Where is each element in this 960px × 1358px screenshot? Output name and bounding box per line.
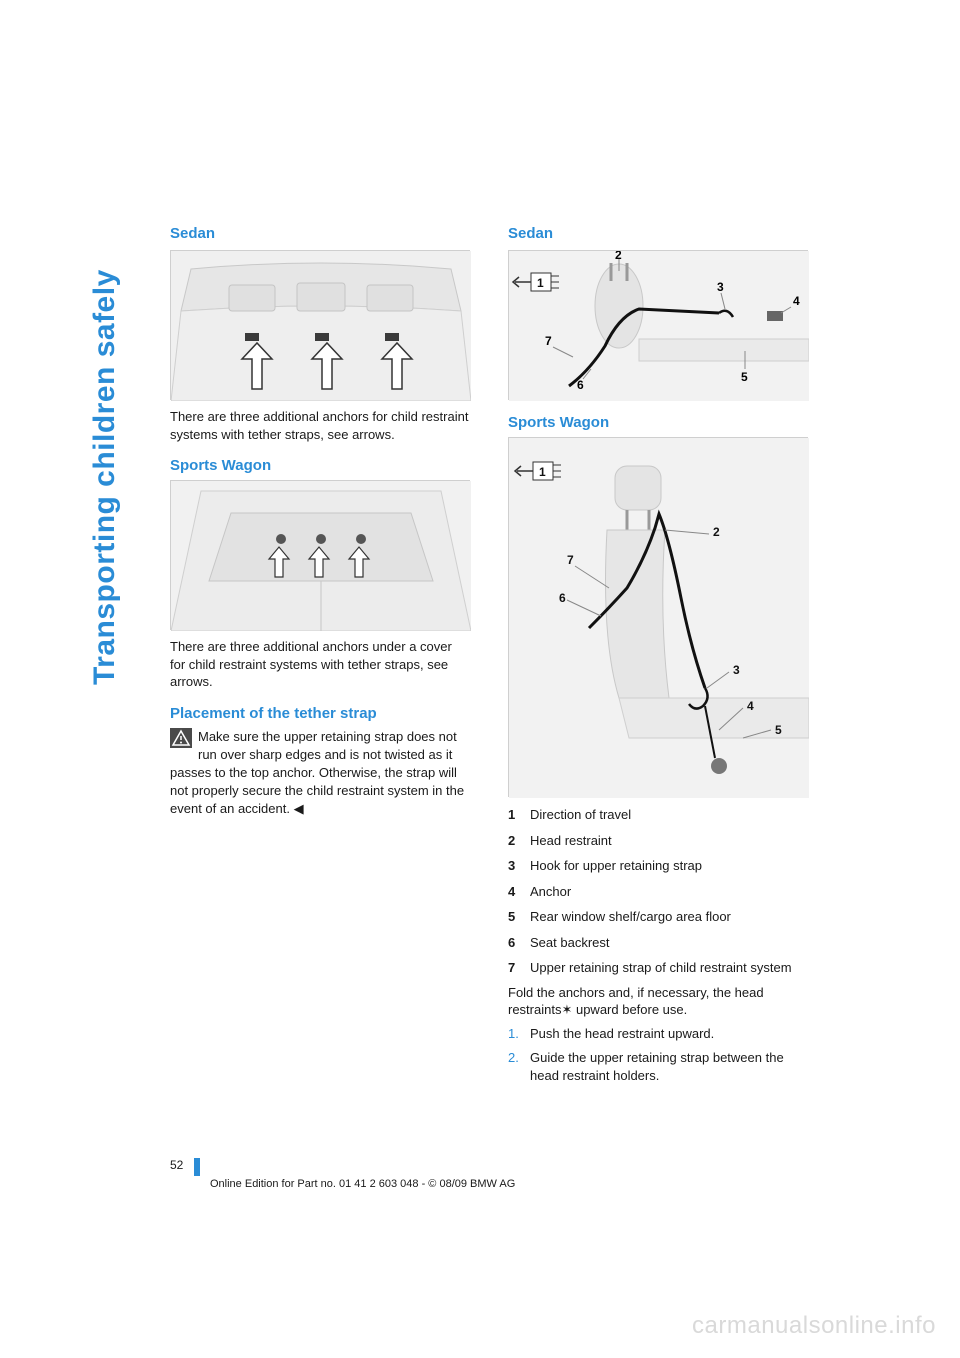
manual-page: Transporting children safely Sedan	[0, 0, 960, 1358]
legend-num: 1	[508, 805, 530, 825]
svg-text:3: 3	[733, 663, 740, 677]
svg-text:2: 2	[615, 251, 622, 262]
svg-text:2: 2	[713, 525, 720, 539]
step-num: 1.	[508, 1025, 530, 1043]
figure-sedan-anchors	[170, 250, 470, 400]
footer-copyright: Online Edition for Part no. 01 41 2 603 …	[210, 1178, 515, 1190]
legend-text: Rear window shelf/cargo area floor	[530, 907, 808, 927]
legend-text: Hook for upper retaining strap	[530, 856, 808, 876]
warning-block: Make sure the upper retaining strap does…	[170, 728, 470, 818]
svg-text:6: 6	[577, 378, 584, 392]
step-num: 2.	[508, 1049, 530, 1085]
step-item: 2.Guide the upper retaining strap betwee…	[508, 1049, 808, 1085]
figure-sedan-tether: 1 2	[508, 250, 808, 400]
legend-item: 5Rear window shelf/cargo area floor	[508, 907, 808, 927]
warning-text: Make sure the upper retaining strap does…	[170, 729, 464, 816]
page-number: 52	[170, 1158, 183, 1172]
warning-icon	[170, 728, 192, 748]
figure-wagon-anchors	[170, 480, 470, 630]
heading-sedan: Sedan	[170, 225, 470, 242]
svg-text:5: 5	[775, 723, 782, 737]
steps-list: 1.Push the head restraint upward. 2.Guid…	[508, 1025, 808, 1086]
legend-item: 4Anchor	[508, 882, 808, 902]
legend-item: 7Upper retaining strap of child restrain…	[508, 958, 808, 978]
heading-sports-wagon-right: Sports Wagon	[508, 414, 808, 431]
legend-list: 1Direction of travel 2Head restraint 3Ho…	[508, 805, 808, 978]
svg-text:1: 1	[539, 465, 546, 479]
svg-text:6: 6	[559, 591, 566, 605]
legend-item: 2Head restraint	[508, 831, 808, 851]
left-column: Sedan There are three additional ancho	[170, 225, 470, 818]
legend-num: 6	[508, 933, 530, 953]
step-item: 1.Push the head restraint upward.	[508, 1025, 808, 1043]
legend-text: Direction of travel	[530, 805, 808, 825]
sedan-tether-svg: 1 2	[509, 251, 809, 401]
legend-text: Upper retaining strap of child restraint…	[530, 958, 808, 978]
legend-text: Anchor	[530, 882, 808, 902]
heading-sports-wagon-left: Sports Wagon	[170, 457, 470, 474]
svg-text:5: 5	[741, 370, 748, 384]
step-text: Push the head restraint upward.	[530, 1025, 808, 1043]
figure-wagon-tether: 1	[508, 437, 808, 797]
caption-sedan-anchors: There are three additional anchors for c…	[170, 408, 470, 443]
legend-item: 1Direction of travel	[508, 805, 808, 825]
sedan-anchors-svg	[171, 251, 471, 401]
fold-anchors-note: Fold the anchors and, if necessary, the …	[508, 984, 808, 1019]
wagon-tether-svg: 1	[509, 438, 809, 798]
heading-tether-placement: Placement of the tether strap	[170, 705, 470, 722]
section-title-vertical: Transporting children safely	[88, 269, 122, 685]
watermark: carmanualsonline.info	[692, 1312, 936, 1340]
legend-num: 5	[508, 907, 530, 927]
legend-num: 7	[508, 958, 530, 978]
caption-wagon-anchors: There are three additional anchors under…	[170, 638, 470, 691]
heading-sedan-right: Sedan	[508, 225, 808, 242]
svg-text:7: 7	[545, 334, 552, 348]
svg-text:1: 1	[537, 276, 544, 290]
right-column: Sedan 1	[508, 225, 808, 1091]
legend-text: Seat backrest	[530, 933, 808, 953]
svg-text:7: 7	[567, 553, 574, 567]
wagon-anchors-svg	[171, 481, 471, 631]
page-number-accent	[194, 1158, 200, 1176]
legend-num: 2	[508, 831, 530, 851]
svg-text:4: 4	[747, 699, 754, 713]
svg-text:4: 4	[793, 294, 800, 308]
svg-text:3: 3	[717, 280, 724, 294]
legend-item: 6Seat backrest	[508, 933, 808, 953]
step-text: Guide the upper retaining strap between …	[530, 1049, 808, 1085]
legend-num: 4	[508, 882, 530, 902]
legend-text: Head restraint	[530, 831, 808, 851]
legend-num: 3	[508, 856, 530, 876]
legend-item: 3Hook for upper retaining strap	[508, 856, 808, 876]
